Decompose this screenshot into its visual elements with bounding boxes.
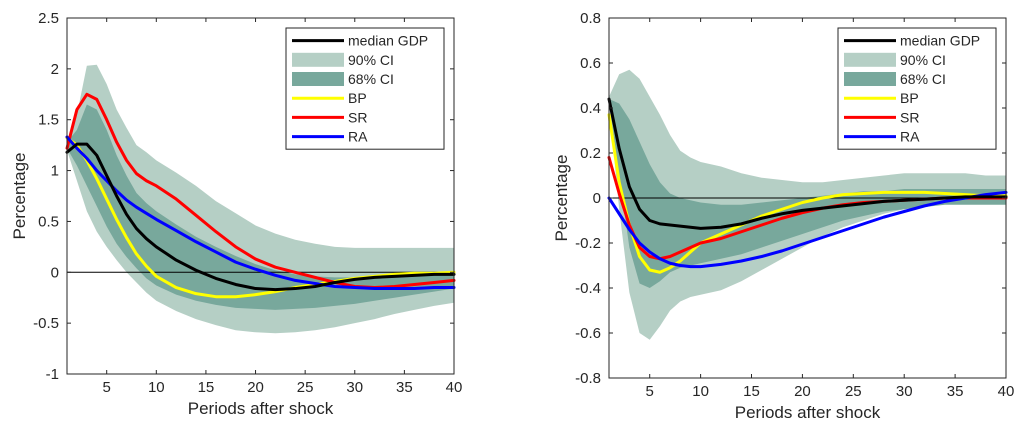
legend-label: median GDP <box>348 33 428 49</box>
x-tick-label: 15 <box>743 383 760 400</box>
legend-label: BP <box>900 90 919 106</box>
legend-entry-68-ci: 68% CI <box>292 71 394 87</box>
legend-label: RA <box>348 129 368 145</box>
legend-entry-bp: BP <box>292 90 367 106</box>
y-tick-label: -0.2 <box>575 235 601 252</box>
x-tick-label: 40 <box>446 379 463 396</box>
legend-swatch <box>844 52 896 67</box>
x-tick-label: 20 <box>247 379 264 396</box>
x-axis-label: Periods after shock <box>735 403 881 422</box>
y-tick-label: 0 <box>51 264 59 281</box>
ci68-band <box>67 104 454 310</box>
series-line-bp <box>607 113 1008 274</box>
x-tick-label: 35 <box>396 379 413 396</box>
y-tick-label: 2.5 <box>38 10 59 27</box>
legend-entry-sr: SR <box>844 109 919 125</box>
series-line-median-gdp <box>607 97 1008 230</box>
legend-entry-bp: BP <box>844 90 919 106</box>
legend: median GDP 90% CI 68% CI BP SR RA <box>837 27 997 150</box>
y-axis-label: Percentage <box>10 153 29 240</box>
legend-entry-90-ci: 90% CI <box>844 52 946 68</box>
x-tick-label: 25 <box>297 379 314 396</box>
legend-label: SR <box>348 109 367 125</box>
y-tick-label: 0.8 <box>580 10 601 27</box>
x-tick-label: 35 <box>947 383 964 400</box>
y-tick-label: 0.5 <box>38 213 59 230</box>
x-tick-label: 15 <box>198 379 215 396</box>
y-tick-label: -0.4 <box>575 280 601 297</box>
legend: median GDP 90% CI 68% CI BP SR RA <box>285 27 445 150</box>
y-tick-label: 0.4 <box>580 100 601 117</box>
x-tick-label: 10 <box>692 383 709 400</box>
series-line-ra <box>607 190 1008 269</box>
x-tick-label: 30 <box>896 383 913 400</box>
legend-label: 90% CI <box>348 52 394 68</box>
legend-swatch <box>292 52 344 67</box>
x-tick-label: 10 <box>148 379 165 396</box>
y-tick-label: -0.8 <box>575 370 601 387</box>
y-tick-label: 0.6 <box>580 55 601 72</box>
legend-entry-median-gdp: median GDP <box>844 33 980 49</box>
x-tick-label: 30 <box>346 379 363 396</box>
x-axis-label: Periods after shock <box>188 399 334 418</box>
legend-label: 68% CI <box>900 71 946 87</box>
x-tick-label: 20 <box>794 383 811 400</box>
left-panel: 5 10 15 20 25 30 35 40 -1 -0.5 0 0.5 1 1.5 2 2.5 Periods… <box>10 10 462 418</box>
legend-entry-ra: RA <box>844 129 920 145</box>
x-tick-label: 25 <box>845 383 862 400</box>
y-tick-label: 0.2 <box>580 145 601 162</box>
y-tick-label: 0 <box>593 190 601 207</box>
legend-entry-90-ci: 90% CI <box>292 52 394 68</box>
legend-label: 68% CI <box>348 71 394 87</box>
legend-entry-sr: SR <box>292 109 367 125</box>
legend-label: 90% CI <box>900 52 946 68</box>
x-tick-label: 40 <box>998 383 1015 400</box>
y-tick-label: -0.6 <box>575 325 601 342</box>
x-tick-label: 5 <box>103 379 111 396</box>
x-tick-label: 5 <box>646 383 654 400</box>
y-tick-label: 1.5 <box>38 112 59 129</box>
series-line-ra <box>65 135 456 291</box>
y-tick-label: -0.5 <box>33 315 59 332</box>
legend-label: SR <box>900 109 919 125</box>
legend-label: BP <box>348 90 367 106</box>
axes-frame <box>66 17 455 375</box>
legend-entry-68-ci: 68% CI <box>844 71 946 87</box>
y-axis-label: Percentage <box>552 155 571 242</box>
y-tick-label: 2 <box>51 61 59 78</box>
legend-label: RA <box>900 129 920 145</box>
right-panel: 5 10 15 20 25 30 35 40 -0.8 -0.6 -0.4 -0.2 0 0.2 0.4 0.… <box>552 10 1014 422</box>
legend-entry-ra: RA <box>292 129 368 145</box>
series-line-median-gdp <box>65 142 456 292</box>
legend-swatch <box>292 72 344 86</box>
legend-entry-median-gdp: median GDP <box>292 33 428 49</box>
legend-swatch <box>844 72 896 86</box>
legend-box <box>285 27 445 150</box>
y-tick-label: -1 <box>46 366 59 383</box>
legend-box <box>837 27 997 150</box>
y-tick-label: 1 <box>51 163 59 180</box>
legend-label: median GDP <box>900 33 980 49</box>
